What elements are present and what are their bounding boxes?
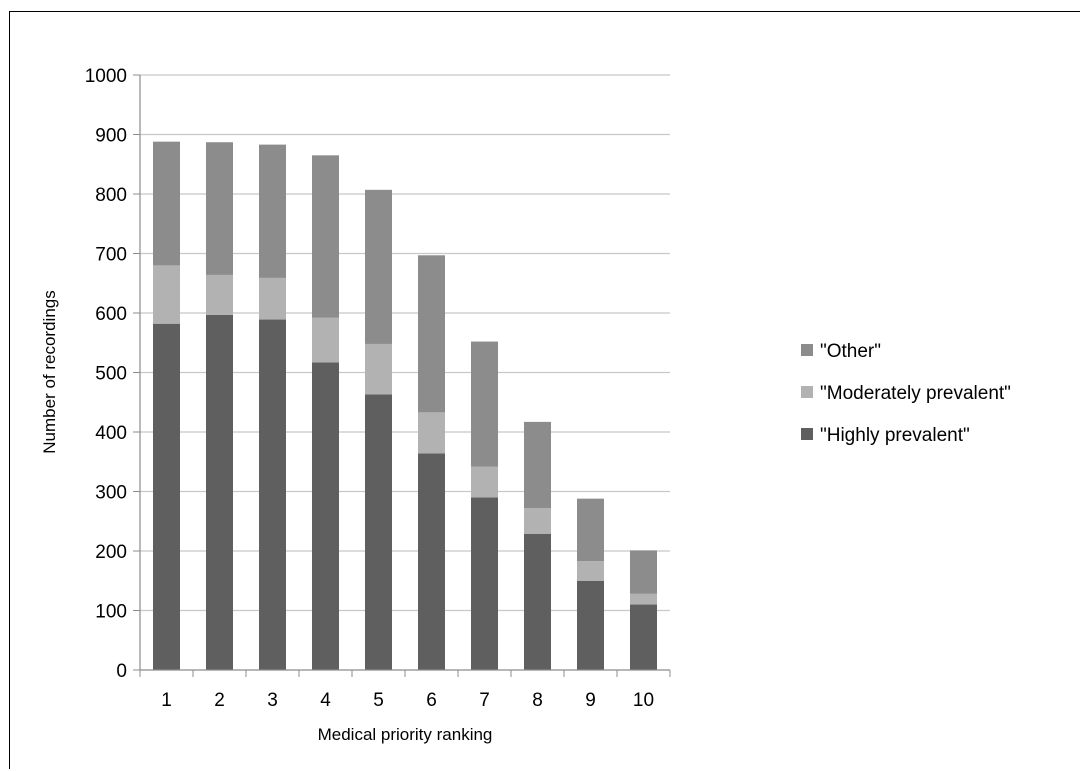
bar-moderately-prevalent-7 (471, 466, 498, 498)
chart-frame (9, 11, 1080, 769)
legend-swatch (801, 386, 813, 398)
y-tick-label: 800 (95, 185, 127, 206)
y-tick-label: 400 (95, 423, 127, 444)
bar-moderately-prevalent-8 (524, 508, 551, 534)
bar-other-10 (630, 550, 657, 594)
bar-highly-prevalent-8 (524, 533, 551, 670)
bar-highly-prevalent-1 (153, 323, 180, 670)
gridlines (140, 74, 670, 612)
x-tick-label: 6 (426, 690, 437, 711)
y-tick-label: 200 (95, 542, 127, 563)
bar-highly-prevalent-9 (577, 580, 604, 670)
bar-moderately-prevalent-9 (577, 561, 604, 581)
legend: "Other" "Moderately prevalent" "Highly pre… (801, 341, 1011, 446)
bar-moderately-prevalent-6 (418, 412, 445, 454)
bar-moderately-prevalent-1 (153, 265, 180, 324)
bar-other-9 (577, 498, 604, 562)
bar-highly-prevalent-10 (630, 604, 657, 670)
legend-swatch (801, 344, 813, 356)
x-tick-label: 9 (585, 690, 596, 711)
legend-label: "Highly prevalent" (820, 425, 970, 446)
y-tick-labels: 0 100 200 300 400 500 600 700 800 900 1000 (85, 66, 127, 682)
x-tick-labels: 1 2 3 4 5 6 7 8 9 10 (161, 690, 654, 711)
x-tick-label: 8 (532, 690, 543, 711)
bar-other-4 (312, 155, 339, 318)
x-tick-label: 5 (373, 690, 384, 711)
x-axis-title: Medical priority ranking (318, 725, 493, 744)
x-tick-label: 4 (320, 690, 331, 711)
bar-other-7 (471, 341, 498, 467)
bar-highly-prevalent-2 (206, 314, 233, 670)
bar-moderately-prevalent-4 (312, 317, 339, 363)
bar-moderately-prevalent-10 (630, 593, 657, 605)
bar-highly-prevalent-6 (418, 453, 445, 670)
legend-label: "Moderately prevalent" (820, 383, 1011, 404)
bar-moderately-prevalent-2 (206, 274, 233, 315)
bar-highly-prevalent-3 (259, 319, 286, 670)
y-tick-label: 0 (116, 661, 127, 682)
y-tick-label: 1000 (85, 66, 127, 87)
y-tick-label: 300 (95, 483, 127, 504)
bar-other-3 (259, 144, 286, 278)
bar-other-6 (418, 255, 445, 413)
y-tick-label: 900 (95, 126, 127, 147)
bars (153, 141, 657, 670)
bar-other-5 (365, 189, 392, 344)
bar-highly-prevalent-7 (471, 497, 498, 670)
legend-swatch (801, 428, 813, 440)
y-tick-label: 100 (95, 602, 127, 623)
bar-other-1 (153, 141, 180, 266)
x-tick-label: 1 (161, 690, 172, 711)
x-tick-label: 7 (479, 690, 490, 711)
y-tick-label: 700 (95, 245, 127, 266)
y-tick-label: 500 (95, 364, 127, 385)
y-tick-label: 600 (95, 304, 127, 325)
x-tick-label: 2 (214, 690, 225, 711)
bar-other-8 (524, 421, 551, 509)
x-tick-label: 3 (267, 690, 278, 711)
legend-label: "Other" (820, 341, 881, 362)
bar-other-2 (206, 142, 233, 275)
bar-highly-prevalent-4 (312, 362, 339, 670)
bar-highly-prevalent-5 (365, 394, 392, 670)
x-tick-label: 10 (633, 690, 654, 711)
bar-moderately-prevalent-3 (259, 277, 286, 320)
axes (133, 74, 671, 677)
y-axis-title: Number of recordings (40, 290, 59, 453)
bar-moderately-prevalent-5 (365, 343, 392, 395)
